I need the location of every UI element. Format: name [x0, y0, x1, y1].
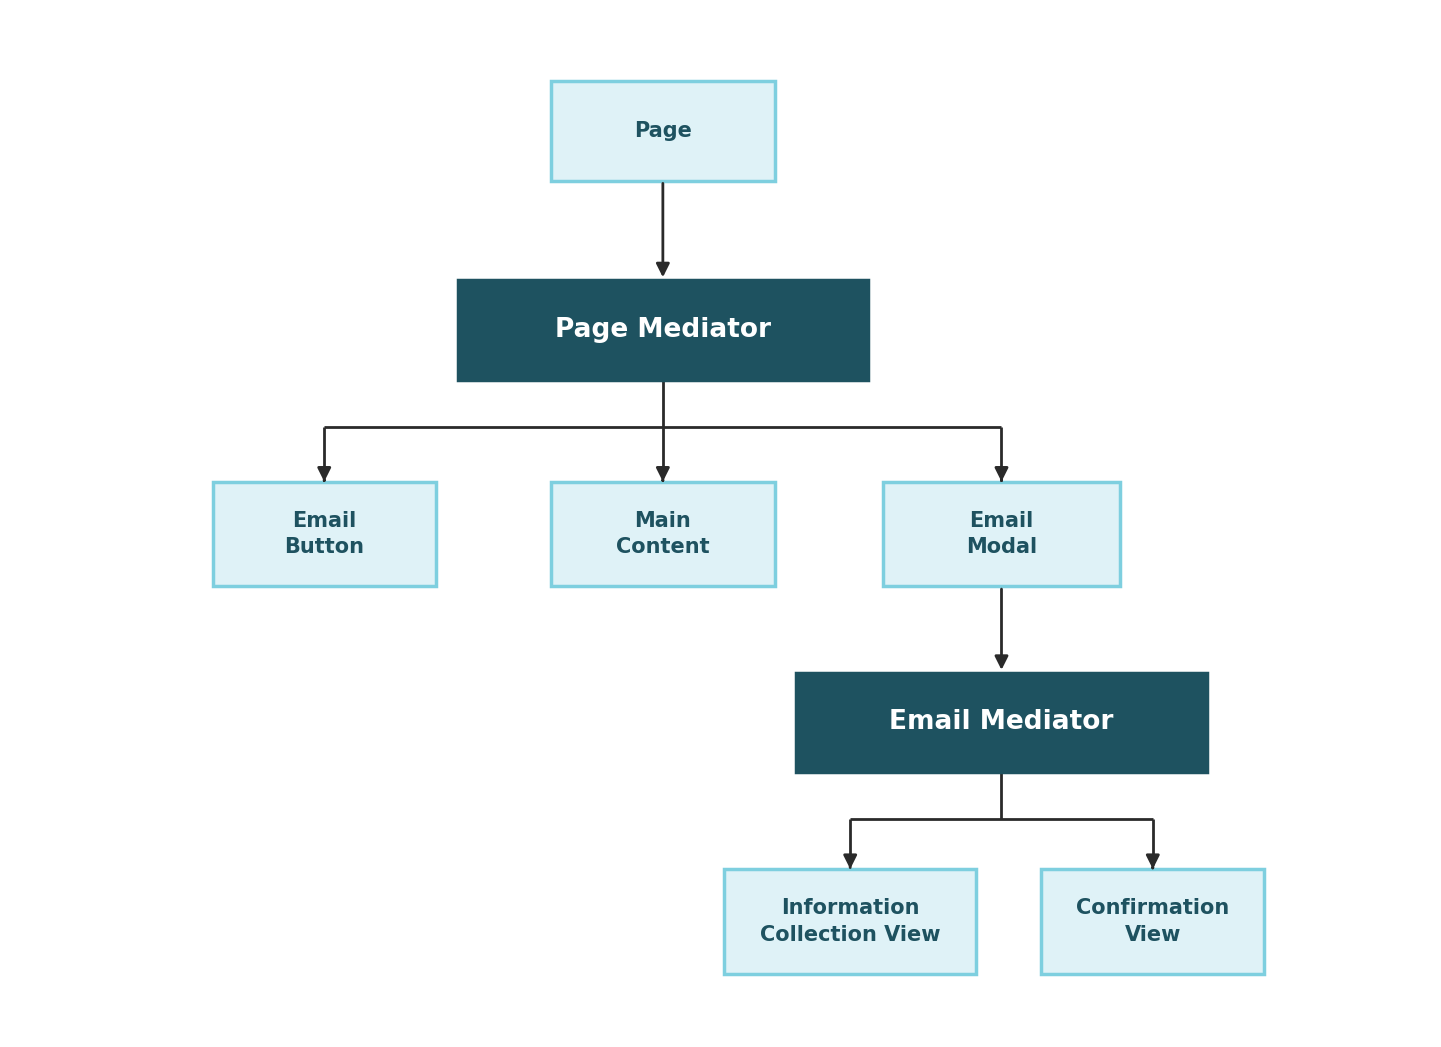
Text: Email
Button: Email Button [284, 511, 365, 557]
FancyBboxPatch shape [457, 280, 867, 379]
FancyBboxPatch shape [550, 482, 775, 586]
Text: Information
Collection View: Information Collection View [759, 898, 941, 944]
FancyBboxPatch shape [723, 869, 977, 974]
Text: Page Mediator: Page Mediator [555, 317, 771, 342]
Text: Email Mediator: Email Mediator [889, 710, 1114, 735]
FancyBboxPatch shape [1040, 869, 1265, 974]
FancyBboxPatch shape [550, 82, 775, 180]
FancyBboxPatch shape [882, 482, 1121, 586]
Text: Page: Page [634, 120, 692, 141]
Text: Main
Content: Main Content [617, 511, 709, 557]
Text: Email
Modal: Email Modal [965, 511, 1038, 557]
FancyBboxPatch shape [795, 672, 1206, 773]
Text: Confirmation
View: Confirmation View [1076, 898, 1229, 944]
FancyBboxPatch shape [213, 482, 435, 586]
